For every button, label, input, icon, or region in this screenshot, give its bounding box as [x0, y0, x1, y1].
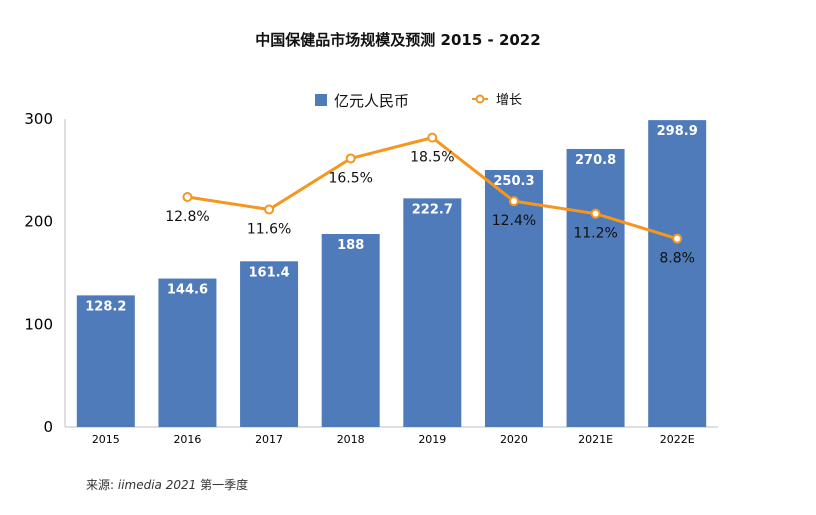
- y-tick-label: 200: [24, 213, 53, 231]
- x-tick-label: 2016: [173, 433, 201, 446]
- x-tick-label: 2020: [500, 433, 528, 446]
- x-tick-label: 2021E: [578, 433, 613, 446]
- growth-point: [182, 192, 193, 202]
- source-note: 来源: iimedia 2021 第一季度: [86, 477, 248, 492]
- bar: [484, 170, 543, 427]
- bar-value-label: 298.9: [657, 124, 698, 139]
- y-ticks: 0 100 200 300: [24, 110, 53, 436]
- legend-label-bar: 亿元人民币: [334, 92, 409, 110]
- bar-value-label: 128.2: [85, 299, 126, 314]
- bar-value-label: 270.8: [575, 153, 616, 168]
- growth-line: [182, 132, 683, 244]
- growth-value-label: 11.6%: [247, 222, 291, 238]
- growth-point: [345, 153, 356, 164]
- bar-value-label: 188: [337, 238, 364, 253]
- growth-point: [672, 233, 683, 244]
- growth-point: [590, 208, 601, 219]
- y-tick-label: 0: [43, 418, 53, 436]
- bar: [566, 148, 625, 427]
- bar: [321, 233, 380, 427]
- growth-point: [264, 204, 275, 215]
- bar-labels: 128.2 144.6 161.4 188 222.7 250.3 270.8 298.9: [85, 124, 698, 314]
- growth-labels: 12.8% 11.6% 16.5% 18.5% 12.4% 11.2% 8.8%: [165, 150, 695, 267]
- x-tick-label: 2022E: [660, 433, 695, 446]
- bar-value-label: 161.4: [249, 265, 290, 280]
- bar: [158, 278, 217, 427]
- bar-value-label: 250.3: [493, 174, 534, 189]
- legend: 亿元人民币 增长: [315, 92, 522, 110]
- source-suffix: 第一季度: [196, 477, 248, 492]
- x-tick-label: 2015: [92, 433, 120, 446]
- y-tick-label: 100: [24, 315, 53, 333]
- bar: [76, 295, 135, 427]
- bar-value-label: 144.6: [167, 283, 208, 298]
- growth-value-label: 8.8%: [659, 251, 695, 267]
- growth-value-label: 18.5%: [410, 150, 454, 166]
- bar: [403, 198, 462, 427]
- x-tick-label: 2017: [255, 433, 283, 446]
- x-tick-label: 2019: [418, 433, 446, 446]
- legend-label-line: 增长: [496, 93, 522, 108]
- x-ticks: 2015 2016 2017 2018 2019 2020 2021E 2022E: [92, 433, 695, 446]
- legend-swatch-bar: [315, 94, 327, 106]
- growth-value-label: 16.5%: [328, 170, 372, 186]
- bar: [648, 120, 707, 427]
- x-tick-label: 2018: [337, 433, 365, 446]
- chart-title: 中国保健品市场规模及预测 2015 - 2022: [255, 31, 540, 49]
- legend-swatch-line-marker: [475, 94, 485, 104]
- source-prefix: 来源:: [86, 478, 118, 492]
- bar: [240, 261, 299, 427]
- growth-point: [508, 196, 519, 207]
- growth-value-label: 11.2%: [573, 226, 617, 242]
- bars: [76, 120, 707, 427]
- y-tick-label: 300: [24, 110, 53, 128]
- growth-value-label: 12.4%: [492, 213, 536, 229]
- growth-value-label: 12.8%: [165, 209, 209, 225]
- growth-point: [427, 132, 438, 143]
- source-name: iimedia 2021: [118, 478, 196, 492]
- bar-value-label: 222.7: [412, 202, 453, 217]
